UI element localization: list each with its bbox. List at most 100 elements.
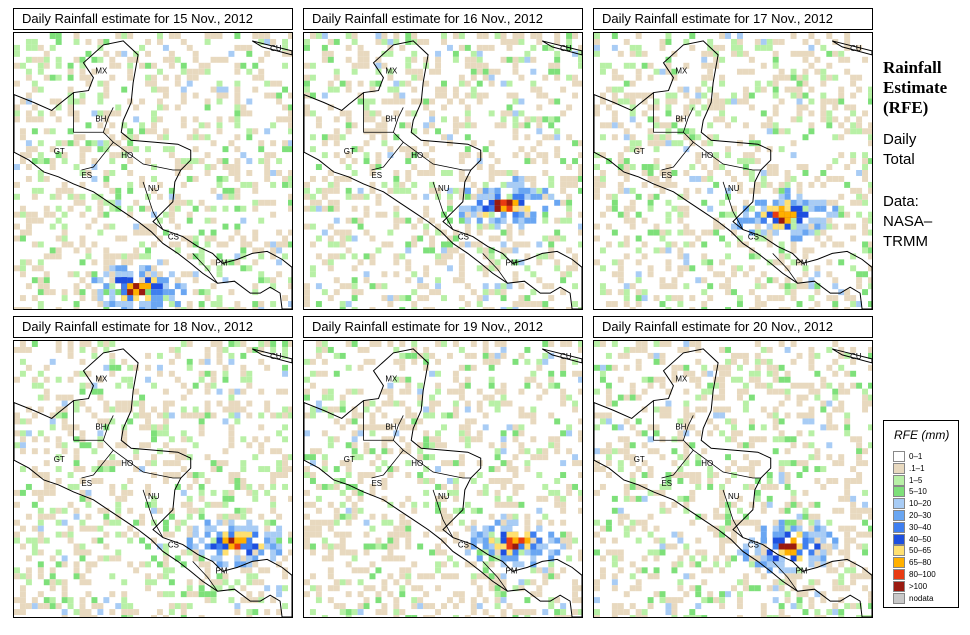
legend-swatch bbox=[893, 451, 905, 462]
country-label-cs: CS bbox=[458, 233, 469, 242]
country-label-cs: CS bbox=[748, 541, 759, 550]
legend-item: .1–1 bbox=[893, 462, 925, 474]
country-label-pm: PM bbox=[216, 566, 228, 575]
legend-swatch bbox=[893, 557, 905, 569]
country-label-es: ES bbox=[662, 479, 673, 488]
country-label-nu: NU bbox=[728, 184, 740, 193]
panel-title: Daily Rainfall estimate for 16 Nov., 201… bbox=[303, 8, 583, 30]
country-label-mx: MX bbox=[95, 67, 108, 76]
country-label-ho: HO bbox=[121, 151, 133, 160]
rainfall-map: MX BH GT HO ES NU CS PM CU bbox=[593, 32, 873, 310]
legend-item: 10–20 bbox=[893, 498, 931, 510]
country-label-cu: CU bbox=[270, 352, 282, 361]
legend-item: 0–1 bbox=[893, 451, 922, 462]
country-label-pm: PM bbox=[506, 258, 518, 267]
legend-label: 40–50 bbox=[909, 534, 932, 544]
legend-swatch bbox=[893, 474, 905, 486]
country-label-ho: HO bbox=[701, 459, 713, 468]
country-label-pm: PM bbox=[506, 566, 518, 575]
legend-item: 5–10 bbox=[893, 486, 927, 498]
legend-swatch bbox=[893, 592, 905, 604]
legend-label: >100 bbox=[909, 581, 928, 591]
country-label-bh: BH bbox=[675, 114, 686, 123]
rainfall-panel: Daily Rainfall estimate for 20 Nov., 201… bbox=[593, 316, 875, 623]
country-label-cu: CU bbox=[560, 44, 572, 53]
rainfall-map: MX BH GT HO ES NU CS PM CU bbox=[593, 340, 873, 618]
country-label-bh: BH bbox=[385, 114, 396, 123]
country-label-gt: GT bbox=[634, 455, 645, 464]
rfe-heading: Rainfall Estimate (RFE) bbox=[883, 58, 947, 118]
country-label-mx: MX bbox=[675, 375, 688, 384]
legend-label: nodata bbox=[909, 593, 934, 603]
country-label-pm: PM bbox=[796, 566, 808, 575]
country-label-nu: NU bbox=[438, 184, 450, 193]
rfe-heading-line3: (RFE) bbox=[883, 98, 929, 117]
country-label-bh: BH bbox=[385, 422, 396, 431]
legend-label: 0–1 bbox=[909, 452, 923, 461]
country-label-gt: GT bbox=[54, 455, 65, 464]
country-label-es: ES bbox=[82, 479, 93, 488]
legend-item: 80–100 bbox=[893, 569, 936, 580]
legend-label: 80–100 bbox=[909, 570, 936, 579]
country-label-cu: CU bbox=[270, 44, 282, 53]
country-label-es: ES bbox=[372, 479, 383, 488]
legend-item: >100 bbox=[893, 580, 928, 592]
country-label-bh: BH bbox=[675, 422, 686, 431]
legend-swatch bbox=[893, 486, 905, 498]
country-label-gt: GT bbox=[344, 147, 355, 156]
panel-title: Daily Rainfall estimate for 19 Nov., 201… bbox=[303, 316, 583, 338]
legend-swatch bbox=[893, 569, 905, 580]
country-label-nu: NU bbox=[148, 492, 160, 501]
country-label-bh: BH bbox=[95, 114, 106, 123]
rainfall-panel: Daily Rainfall estimate for 18 Nov., 201… bbox=[13, 316, 295, 623]
country-label-nu: NU bbox=[728, 492, 740, 501]
country-label-pm: PM bbox=[796, 258, 808, 267]
legend-swatch bbox=[893, 580, 905, 592]
country-label-es: ES bbox=[372, 171, 383, 180]
rainfall-panel: Daily Rainfall estimate for 15 Nov., 201… bbox=[13, 8, 295, 315]
legend-item: 1–5 bbox=[893, 474, 922, 486]
country-label-gt: GT bbox=[54, 147, 65, 156]
rainfall-map: MX BH GT HO ES NU CS PM CU bbox=[13, 340, 293, 618]
legend-title: RFE (mm) bbox=[894, 428, 950, 442]
legend-label: 20–30 bbox=[909, 511, 932, 520]
legend-label: 50–65 bbox=[909, 546, 932, 556]
rfe-heading-line1: Rainfall bbox=[883, 58, 942, 77]
country-label-gt: GT bbox=[344, 455, 355, 464]
country-label-bh: BH bbox=[95, 422, 106, 431]
panel-title: Daily Rainfall estimate for 15 Nov., 201… bbox=[13, 8, 293, 30]
country-label-cu: CU bbox=[850, 352, 862, 361]
legend-label: .1–1 bbox=[909, 463, 925, 473]
country-label-cu: CU bbox=[560, 352, 572, 361]
rainfall-map: MX BH GT HO ES NU CS PM CU bbox=[303, 340, 583, 618]
country-label-cs: CS bbox=[458, 541, 469, 550]
country-label-es: ES bbox=[662, 171, 673, 180]
legend-swatch bbox=[893, 545, 905, 557]
legend-item: 50–65 bbox=[893, 545, 932, 557]
legend-label: 30–40 bbox=[909, 522, 932, 532]
legend-swatch bbox=[893, 462, 905, 474]
data-source-nasa: NASA– bbox=[883, 213, 933, 230]
country-label-mx: MX bbox=[385, 67, 398, 76]
rainfall-map: MX BH GT HO ES NU CS PM CU bbox=[303, 32, 583, 310]
country-label-cu: CU bbox=[850, 44, 862, 53]
country-label-gt: GT bbox=[634, 147, 645, 156]
country-label-mx: MX bbox=[675, 67, 688, 76]
legend-item: 65–80 bbox=[893, 557, 931, 569]
legend-item: 40–50 bbox=[893, 533, 932, 545]
total-label: Total bbox=[883, 151, 915, 168]
country-label-cs: CS bbox=[748, 233, 759, 242]
daily-label: Daily bbox=[883, 131, 917, 148]
country-label-ho: HO bbox=[411, 459, 423, 468]
country-label-es: ES bbox=[82, 171, 93, 180]
country-label-ho: HO bbox=[701, 151, 713, 160]
legend-item: 30–40 bbox=[893, 521, 932, 533]
country-label-mx: MX bbox=[385, 375, 398, 384]
legend-item: nodata bbox=[893, 592, 934, 604]
country-label-mx: MX bbox=[95, 375, 108, 384]
legend-item: 20–30 bbox=[893, 510, 931, 521]
country-label-nu: NU bbox=[438, 492, 450, 501]
legend-swatch bbox=[893, 510, 905, 521]
data-source-trmm: TRMM bbox=[883, 233, 928, 250]
country-label-cs: CS bbox=[168, 233, 179, 242]
